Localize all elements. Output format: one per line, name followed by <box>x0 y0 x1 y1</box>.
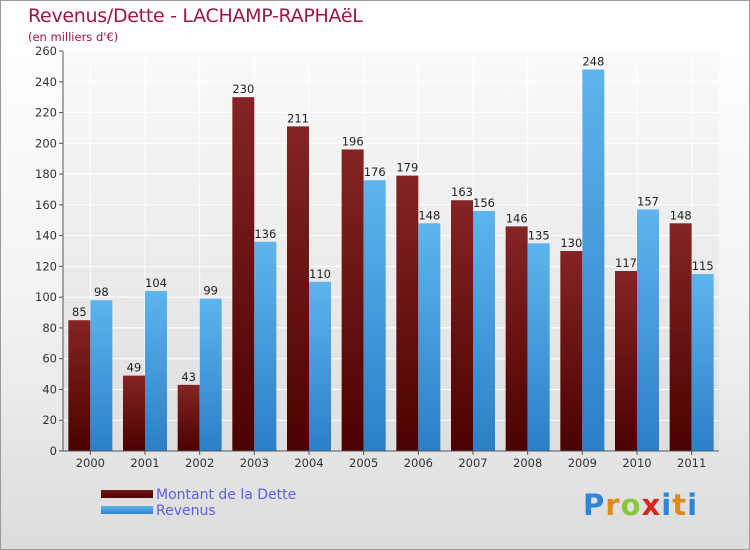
data-label-dette: 163 <box>451 185 473 199</box>
bar-dette <box>615 271 637 451</box>
y-tick-label: 100 <box>35 290 57 304</box>
legend-swatch-dette <box>101 490 153 498</box>
data-label-dette: 117 <box>615 256 637 270</box>
x-tick-label: 2002 <box>185 456 214 470</box>
data-label-revenus: 110 <box>309 267 331 281</box>
data-label-revenus: 148 <box>418 208 440 222</box>
bar-dette <box>177 384 200 451</box>
y-tick-label: 180 <box>35 167 57 181</box>
proxiti-logo: Proxiti <box>583 488 698 522</box>
data-label-dette: 211 <box>287 111 309 125</box>
data-label-revenus: 104 <box>145 276 167 290</box>
chart-title: Revenus/Dette - LACHAMP-RAPHAëL <box>28 5 363 27</box>
bar-revenus <box>527 243 550 451</box>
y-tick-label: 140 <box>35 229 57 243</box>
x-tick-label: 2001 <box>130 456 159 470</box>
data-label-revenus: 98 <box>94 285 109 299</box>
y-tick-label: 240 <box>35 75 57 89</box>
chart-subtitle: (en milliers d'€) <box>28 30 119 44</box>
legend-label-revenus: Revenus <box>156 503 216 519</box>
x-tick-label: 2000 <box>76 456 105 470</box>
x-tick-label: 2009 <box>568 456 597 470</box>
y-tick-label: 20 <box>42 413 57 427</box>
logo-letter: r <box>605 488 621 522</box>
data-label-revenus: 156 <box>473 196 495 210</box>
logo-letter: o <box>620 488 642 522</box>
y-tick-label: 220 <box>35 106 57 120</box>
data-label-dette: 196 <box>342 134 364 148</box>
y-tick-label: 200 <box>35 136 57 150</box>
data-label-revenus: 115 <box>692 259 714 273</box>
bar-dette <box>669 223 692 451</box>
bar-revenus <box>309 281 331 451</box>
bar-revenus <box>691 274 714 451</box>
y-tick-label: 60 <box>42 352 57 366</box>
bar-dette <box>232 97 255 452</box>
x-tick-label: 2010 <box>622 456 651 470</box>
bar-dette <box>396 175 419 451</box>
x-tick-label: 2006 <box>404 456 433 470</box>
bar-revenus <box>90 300 113 451</box>
y-tick-label: 80 <box>42 321 57 335</box>
x-tick-label: 2004 <box>294 456 323 470</box>
data-label-revenus: 176 <box>364 165 386 179</box>
bar-dette <box>123 375 145 451</box>
logo-letter: t <box>672 488 688 522</box>
plot-area <box>63 51 719 451</box>
bar-revenus <box>199 298 222 451</box>
bar-dette <box>451 200 473 451</box>
y-tick-label: 120 <box>35 259 57 273</box>
data-label-dette: 85 <box>72 305 87 319</box>
data-label-dette: 43 <box>181 370 196 384</box>
x-tick-label: 2008 <box>513 456 542 470</box>
logo-letter: P <box>583 488 606 522</box>
bar-dette <box>68 320 91 451</box>
bar-dette <box>287 126 309 451</box>
bar-dette <box>341 149 364 451</box>
bar-revenus <box>418 223 441 451</box>
data-label-dette: 146 <box>506 211 528 225</box>
x-tick-label: 2003 <box>240 456 269 470</box>
bar-revenus <box>582 69 605 451</box>
data-label-revenus: 99 <box>203 284 218 298</box>
data-label-dette: 49 <box>127 361 142 375</box>
x-tick-label: 2005 <box>349 456 378 470</box>
y-tick-label: 160 <box>35 198 57 212</box>
data-label-revenus: 136 <box>254 227 276 241</box>
logo-letter: i <box>687 488 699 522</box>
logo-letter: x <box>641 488 662 522</box>
data-label-revenus: 248 <box>582 54 604 68</box>
bar-revenus <box>254 241 277 451</box>
bar-revenus <box>473 211 495 451</box>
data-label-dette: 230 <box>232 82 254 96</box>
bar-revenus <box>145 291 167 451</box>
data-label-revenus: 135 <box>528 228 550 242</box>
bar-revenus <box>637 209 659 451</box>
x-tick-label: 2011 <box>677 456 706 470</box>
y-tick-label: 260 <box>35 44 57 58</box>
legend-label-dette: Montant de la Dette <box>156 487 297 503</box>
bar-dette <box>560 251 583 451</box>
data-label-revenus: 157 <box>637 194 659 208</box>
y-tick-label: 40 <box>42 382 57 396</box>
logo-letter: i <box>661 488 673 522</box>
legend-swatch-revenus <box>101 506 153 514</box>
bar-revenus <box>363 180 386 451</box>
data-label-dette: 130 <box>560 236 582 250</box>
y-tick-label: 0 <box>50 444 57 458</box>
data-label-dette: 148 <box>670 208 692 222</box>
x-tick-label: 2007 <box>458 456 487 470</box>
data-label-dette: 179 <box>396 161 418 175</box>
bar-dette <box>505 226 528 451</box>
